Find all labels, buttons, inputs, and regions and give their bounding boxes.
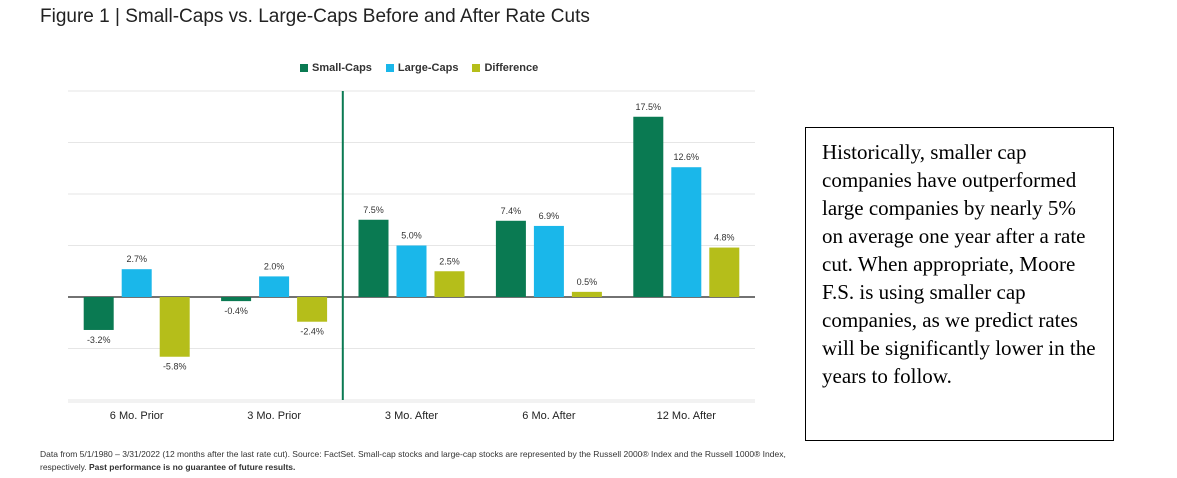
legend-label-small-caps: Small-Caps [312,62,372,74]
category-label: 3 Mo. After [385,410,439,422]
bar-difference [159,297,190,357]
bar-small-caps [358,219,389,297]
data-label: 5.0% [401,231,422,241]
bar-small-caps [495,220,526,297]
bar-large-caps [396,245,427,297]
footnote: Data from 5/1/1980 – 3/31/2022 (12 month… [40,448,790,474]
legend-swatch-large-caps [385,64,394,72]
note-text: Historically, smaller cap companies have… [822,140,1096,388]
data-label: 2.0% [264,261,285,271]
bar-large-caps [259,276,290,297]
category-label: 6 Mo. Prior [110,410,164,422]
data-label: 0.5% [577,277,598,287]
bar-difference [571,291,602,297]
legend-label-large-caps: Large-Caps [397,62,459,74]
bar-small-caps [83,297,114,330]
chart-legend: Small-Caps Large-Caps Difference [300,62,538,74]
data-label: -5.8% [163,362,187,372]
bar-small-caps [221,297,252,302]
bar-large-caps [533,225,564,297]
data-label: 2.5% [439,256,460,266]
category-label: 12 Mo. After [657,410,717,422]
bar-difference [297,297,328,322]
data-label: -0.4% [224,306,248,316]
bar-small-caps [633,116,664,297]
data-label: -2.4% [300,327,324,337]
bar-large-caps [121,269,152,297]
category-label: 6 Mo. After [522,410,576,422]
data-label: 7.4% [501,206,522,216]
data-label: 17.5% [636,102,662,112]
legend-item-small-caps: Small-Caps [300,62,372,74]
legend-label-difference: Difference [484,62,539,74]
figure-title: Figure 1 | Small-Caps vs. Large-Caps Bef… [40,6,590,27]
legend-swatch-small-caps [300,64,308,72]
note-box: Historically, smaller cap companies have… [805,127,1114,441]
category-label: 3 Mo. Prior [247,410,301,422]
data-label: 6.9% [539,211,560,221]
bar-difference [434,271,465,297]
legend-item-large-caps: Large-Caps [385,62,459,74]
footnote-main: Data from 5/1/1980 – 3/31/2022 (12 month… [40,449,786,472]
data-label: 2.7% [126,254,147,264]
data-label: 4.8% [714,233,735,243]
data-label: -3.2% [87,335,111,345]
data-label: 7.5% [363,205,384,215]
bar-chart: -3.2% 2.7% -5.8% 6 Mo. Prior -0.4% 2.0% -2.4% 3… [68,90,755,422]
bar-large-caps [671,167,702,297]
legend-swatch-difference [472,64,481,72]
bar-difference [709,247,740,297]
legend-item-difference: Difference [472,62,538,74]
data-label: 12.6% [674,152,700,162]
footnote-bold: Past performance is no guarantee of futu… [88,462,296,472]
